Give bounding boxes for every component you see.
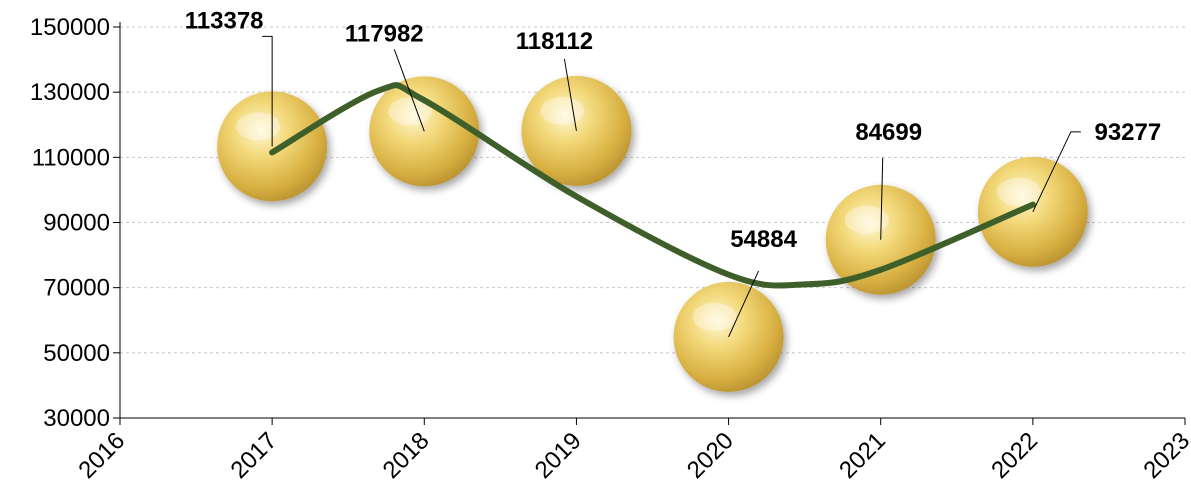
x-tick-label: 2023 bbox=[1138, 427, 1191, 484]
leader-lines bbox=[262, 35, 1081, 338]
y-tick-label: 90000 bbox=[43, 210, 110, 237]
leader-line bbox=[880, 157, 884, 240]
x-tick-label: 2017 bbox=[226, 427, 283, 484]
data-label: 93277 bbox=[1094, 119, 1161, 146]
bubble-highlight bbox=[236, 112, 281, 141]
x-tick-label: 2019 bbox=[530, 427, 587, 484]
leader-line bbox=[1032, 131, 1081, 213]
bubble-highlight bbox=[692, 302, 737, 331]
x-tick-label: 2016 bbox=[73, 427, 130, 484]
y-tick-label: 50000 bbox=[43, 340, 110, 367]
y-tick-label: 130000 bbox=[30, 79, 110, 106]
data-label: 118112 bbox=[516, 28, 593, 55]
leader-line bbox=[262, 35, 273, 147]
trendline bbox=[269, 82, 1036, 289]
bubble-highlight bbox=[844, 205, 889, 234]
y-tick-label: 150000 bbox=[30, 14, 110, 41]
leader-line bbox=[728, 270, 760, 338]
y-tick-label: 70000 bbox=[43, 275, 110, 302]
leader-line bbox=[563, 58, 577, 131]
bubbles bbox=[217, 75, 1088, 392]
x-tick-label: 2021 bbox=[834, 427, 891, 484]
data-label: 117982 bbox=[345, 20, 424, 47]
data-label: 84699 bbox=[855, 119, 922, 146]
y-tick-label: 110000 bbox=[32, 144, 110, 171]
data-labels: 113378 117982 118112 54884 84699 93277 bbox=[185, 7, 1161, 253]
bubble-highlight bbox=[996, 177, 1041, 206]
bubble-highlight bbox=[540, 96, 585, 125]
y-tick-label: 30000 bbox=[43, 405, 110, 432]
data-label: 54884 bbox=[730, 226, 797, 253]
bubble-highlight bbox=[388, 97, 433, 126]
leader-line bbox=[393, 49, 425, 132]
trendline-group bbox=[269, 82, 1036, 289]
data-label: 113378 bbox=[185, 7, 264, 34]
x-tick-label: 2022 bbox=[986, 427, 1043, 484]
x-tick-label: 2018 bbox=[378, 427, 435, 484]
x-tick-label: 2020 bbox=[682, 427, 739, 484]
